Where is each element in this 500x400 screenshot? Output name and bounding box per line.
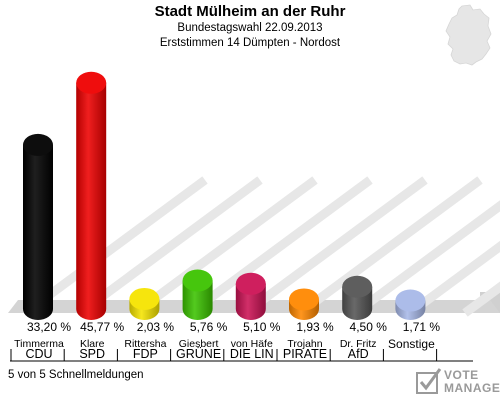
chart-floor: [8, 176, 500, 317]
party-label: AfD: [348, 347, 369, 361]
floor-stripe: [77, 176, 263, 317]
bar-top: [342, 275, 373, 298]
party-label: Sonstige: [388, 337, 435, 351]
bar-cdu: [23, 133, 53, 320]
floor-stripe: [462, 281, 500, 317]
bar-spd: [76, 71, 107, 320]
value-label: 1,93 %: [296, 320, 334, 334]
vote-manager-logo: VOTE MANAGER: [414, 364, 500, 398]
candidate-label: von Häfe: [231, 338, 273, 350]
party-label: GRÜNE: [176, 347, 221, 361]
candidate-label: Timmerma: [14, 338, 64, 350]
bar-die-lin: [235, 272, 266, 320]
party-label: PIRATE: [283, 347, 327, 361]
party-label: SPD: [79, 347, 105, 361]
bar-body: [76, 82, 107, 320]
value-label: 5,10 %: [243, 320, 281, 334]
bar-afd: [342, 275, 373, 320]
bar-top: [23, 133, 53, 156]
party-label: CDU: [25, 347, 52, 361]
value-label: 33,20 %: [27, 320, 71, 334]
logo-text-vote: VOTE: [444, 368, 479, 382]
bar-top: [235, 272, 266, 295]
germany-map-icon: [445, 4, 492, 66]
floor-stripe: [22, 176, 208, 317]
candidate-label: Dr. Fritz: [340, 338, 377, 350]
bar-sonstige: [395, 289, 426, 320]
floor-stripe: [242, 176, 428, 317]
bar-body: [182, 280, 213, 320]
value-label: 1,71 %: [403, 320, 441, 334]
value-label: 2,03 %: [137, 320, 175, 334]
value-label: 4,50 %: [350, 320, 388, 334]
logo-text-manager: MANAGER: [444, 381, 500, 395]
bar-top: [129, 287, 160, 310]
candidate-label: Rittersha: [124, 338, 166, 350]
report-status: 5 von 5 Schnellmeldungen: [8, 369, 144, 381]
bar-grüne: [182, 269, 213, 320]
bar-top: [395, 289, 426, 312]
bar-top: [289, 288, 319, 311]
value-label: 5,76 %: [190, 320, 228, 334]
candidate-label: Giesbert: [179, 338, 219, 350]
district-name: Erststimmen 14 Dümpten - Nordost: [159, 37, 341, 49]
bar-top: [76, 71, 107, 94]
floor-stripe: [132, 176, 318, 317]
candidate-label: Trojahn: [287, 338, 322, 350]
party-label: DIE LIN: [230, 347, 274, 361]
floor-stripe: [297, 176, 483, 317]
chart-title: Stadt Mülheim an der Ruhr: [154, 3, 346, 20]
bar-top: [182, 269, 213, 292]
floor-stripe: [407, 240, 500, 317]
floor-stripe: [352, 200, 500, 317]
candidate-label: Klare: [80, 338, 105, 350]
party-label: FDP: [133, 347, 158, 361]
election-name: Bundestagswahl 22.09.2013: [177, 22, 323, 34]
value-label: 45,77 %: [80, 320, 124, 334]
bar-fdp: [129, 287, 160, 320]
checkmark-icon: [416, 368, 442, 394]
bar-body: [23, 144, 53, 320]
bar-pirate: [289, 288, 319, 320]
bar-group: [23, 71, 426, 320]
floor-stripe: [187, 176, 373, 317]
chart-header: Stadt Mülheim an der Ruhr Bundestagswahl…: [0, 3, 500, 51]
